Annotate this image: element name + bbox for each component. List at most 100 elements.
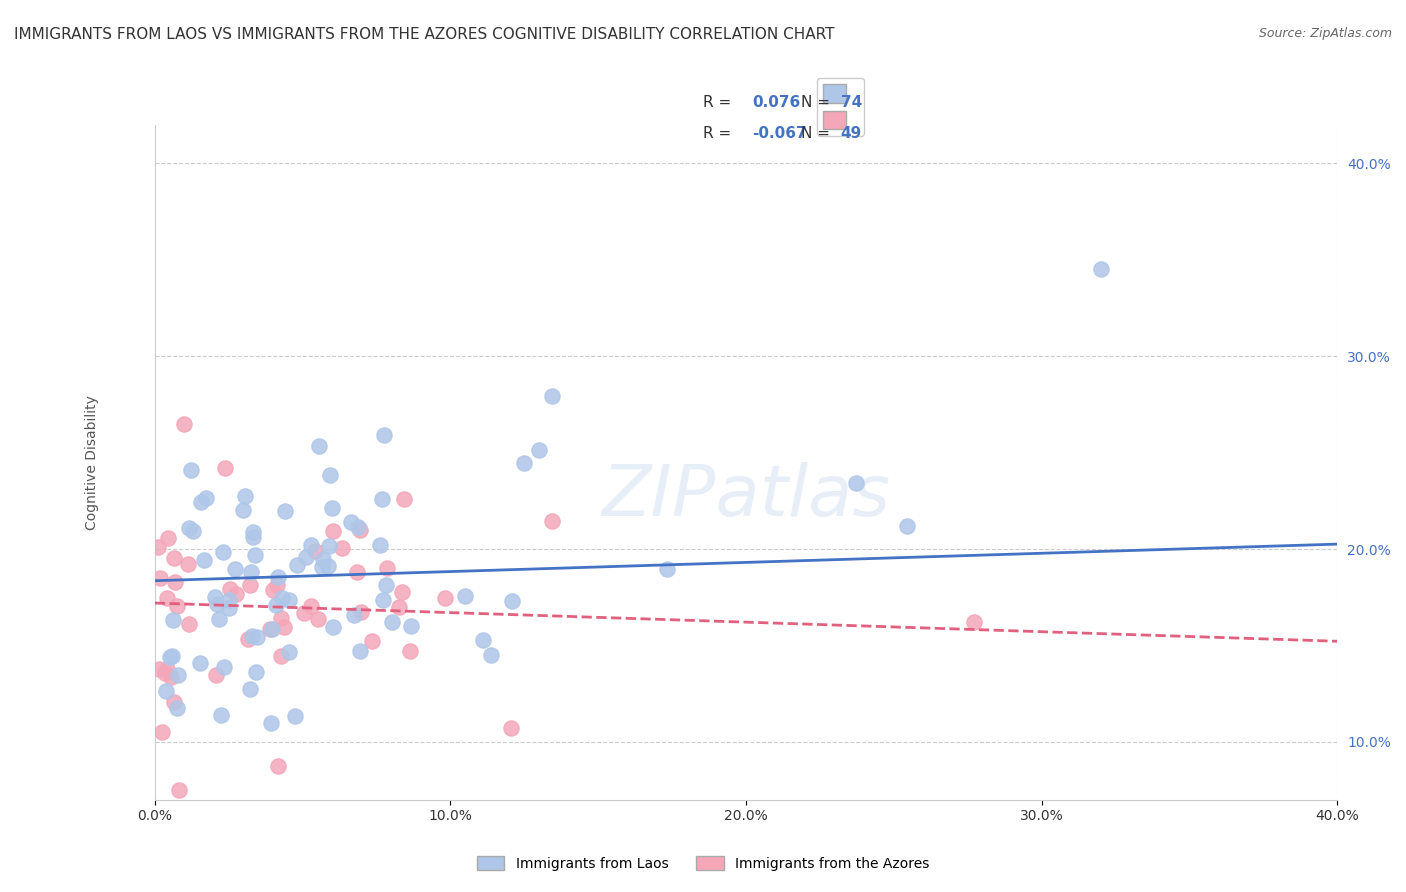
Point — [160, 648, 183, 663]
Point — [501, 594, 523, 608]
Point — [346, 519, 368, 533]
Point — [371, 593, 394, 607]
Point — [322, 620, 344, 634]
Point — [375, 577, 398, 591]
Point — [299, 538, 322, 552]
Point — [208, 611, 231, 625]
Point — [360, 634, 382, 648]
Text: R =: R = — [703, 127, 731, 141]
Text: R =: R = — [703, 95, 731, 110]
Point — [264, 598, 287, 612]
Point — [349, 523, 371, 537]
Point — [330, 541, 353, 555]
Y-axis label: Cognitive Disability: Cognitive Disability — [86, 395, 100, 530]
Point — [214, 461, 236, 475]
Point — [209, 707, 232, 722]
Point — [239, 565, 262, 579]
Point — [541, 389, 564, 403]
Point — [340, 516, 363, 530]
Point — [193, 553, 215, 567]
Point — [471, 633, 494, 648]
Point — [307, 612, 329, 626]
Point — [513, 456, 536, 470]
Point — [294, 549, 316, 564]
Point — [156, 663, 179, 677]
Point — [301, 599, 323, 613]
Text: 0.076: 0.076 — [752, 95, 800, 110]
Point — [350, 605, 373, 619]
Point — [177, 557, 200, 571]
Point — [262, 582, 284, 597]
Point — [308, 439, 330, 453]
Point — [211, 545, 233, 559]
Point — [270, 648, 292, 663]
Point — [163, 551, 186, 566]
Point — [527, 442, 550, 457]
Point — [218, 592, 240, 607]
Point — [177, 617, 200, 632]
Point — [433, 591, 456, 605]
Point — [266, 578, 288, 592]
Text: N =: N = — [801, 127, 831, 141]
Point — [239, 681, 262, 696]
Point — [499, 722, 522, 736]
Point — [270, 611, 292, 625]
Point — [166, 599, 188, 613]
Point — [246, 630, 269, 644]
Point — [267, 570, 290, 584]
Point — [204, 668, 226, 682]
Text: Source: ZipAtlas.com: Source: ZipAtlas.com — [1258, 27, 1392, 40]
Point — [388, 600, 411, 615]
Point — [318, 539, 340, 553]
Point — [368, 538, 391, 552]
Text: N =: N = — [801, 95, 831, 110]
Point — [167, 783, 190, 797]
Point — [243, 548, 266, 562]
Point — [238, 578, 260, 592]
Point — [245, 665, 267, 680]
Point — [349, 644, 371, 658]
Point — [655, 562, 678, 576]
Point — [180, 463, 202, 477]
Point — [242, 525, 264, 540]
Point — [391, 584, 413, 599]
Point — [346, 566, 368, 580]
Text: 49: 49 — [841, 127, 862, 141]
Point — [204, 591, 226, 605]
Point — [162, 613, 184, 627]
Point — [845, 476, 868, 491]
Text: IMMIGRANTS FROM LAOS VS IMMIGRANTS FROM THE AZORES COGNITIVE DISABILITY CORRELAT: IMMIGRANTS FROM LAOS VS IMMIGRANTS FROM … — [14, 27, 835, 42]
Point — [373, 428, 395, 442]
Point — [318, 558, 340, 573]
Point — [398, 644, 420, 658]
Point — [273, 620, 295, 634]
Legend: , : , — [817, 78, 865, 136]
Point — [311, 560, 333, 574]
Point — [195, 491, 218, 505]
Point — [190, 656, 212, 670]
Point — [225, 587, 247, 601]
Text: 74: 74 — [841, 95, 862, 110]
Point — [381, 615, 404, 630]
Point — [260, 623, 283, 637]
Point — [292, 606, 315, 620]
Point — [218, 601, 240, 615]
Point — [896, 519, 918, 533]
Point — [278, 645, 301, 659]
Point — [285, 558, 308, 573]
Point — [392, 492, 415, 507]
Point — [212, 659, 235, 673]
Text: ZIPatlas: ZIPatlas — [602, 461, 890, 531]
Point — [270, 591, 292, 605]
Point — [173, 417, 195, 431]
Point — [267, 759, 290, 773]
Point — [159, 650, 181, 665]
Point — [190, 495, 212, 509]
Point — [205, 597, 228, 611]
Point — [166, 668, 188, 682]
Point — [153, 665, 176, 680]
Point — [399, 619, 422, 633]
Point — [541, 514, 564, 528]
Point — [232, 503, 254, 517]
Point — [146, 540, 169, 554]
